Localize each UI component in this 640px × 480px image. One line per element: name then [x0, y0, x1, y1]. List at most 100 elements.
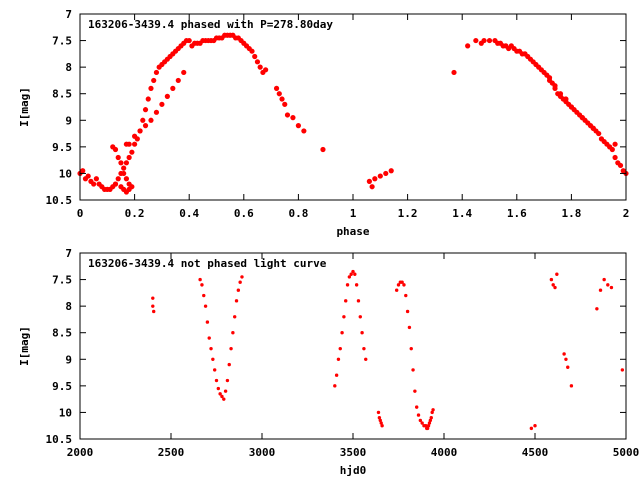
raw-data-point [429, 416, 433, 420]
raw-y-tick-label: 10.5 [46, 433, 73, 446]
raw-x-tick-label: 5000 [613, 446, 640, 459]
phased-data-point [151, 77, 157, 84]
raw-y-tick-label: 9.5 [52, 380, 72, 393]
raw-data-point [212, 368, 217, 372]
phased-x-tick-label: 0.6 [234, 207, 254, 220]
phased-data-point [153, 69, 160, 76]
phased-data-point [284, 112, 291, 118]
phased-data-point [112, 181, 119, 187]
raw-data-point [209, 346, 213, 351]
raw-data-point [356, 299, 361, 303]
raw-y-tick-label: 8 [65, 300, 72, 313]
phased-y-tick-label: 8.5 [52, 88, 72, 101]
phased-data-point [170, 85, 176, 91]
phased-y-tick-label: 9.5 [52, 141, 72, 154]
raw-data-point [151, 304, 155, 308]
phased-data-point [123, 160, 130, 166]
raw-data-point [151, 296, 155, 300]
raw-data-point [400, 280, 404, 284]
phased-data-point [126, 154, 132, 161]
raw-data-point [198, 277, 202, 282]
raw-data-point [205, 320, 210, 324]
phased-x-axis: 0 0.2 0.4 0.6 0.8 1 1.2 1.4 1.6 1.8 2 [77, 14, 630, 220]
raw-data-point [231, 331, 235, 335]
phased-data-point [486, 37, 493, 44]
phased-x-tick-label: 1.2 [398, 207, 418, 220]
raw-data-point [566, 365, 570, 369]
phased-data-point [568, 104, 575, 110]
raw-data-point [220, 394, 224, 399]
raw-data-point [223, 389, 228, 393]
raw-data-point [216, 386, 221, 391]
raw-y-tick-label: 7.5 [52, 274, 72, 287]
phased-y-tick-label: 7 [65, 8, 72, 21]
phased-data-point [377, 173, 383, 179]
phased-x-tick-label: 0.4 [179, 207, 199, 220]
raw-y-axis: 7 7.5 8 8.5 9 9.5 10 10.5 [46, 247, 626, 446]
raw-data-point [533, 424, 537, 428]
phased-x-tick-label: 2 [623, 207, 630, 220]
phased-data-point [279, 96, 285, 102]
raw-data-point [347, 275, 352, 279]
raw-data-point [338, 346, 342, 351]
phased-data-point [612, 154, 618, 161]
raw-light-curve-panel: 7 7.5 8 8.5 9 9.5 10 10.5 2000 2500 3000 3500 4000 4… [18, 247, 639, 477]
raw-x-tick-label: 2000 [67, 446, 94, 459]
raw-data-point [430, 410, 434, 415]
phased-data-point [388, 168, 394, 174]
raw-data-point [595, 307, 599, 311]
raw-x-tick-label: 4500 [522, 446, 549, 459]
phased-points [77, 32, 629, 195]
raw-data-point [602, 277, 606, 282]
raw-data-point [227, 362, 231, 367]
phased-data-point [372, 176, 378, 182]
raw-data-point [211, 357, 215, 361]
phased-data-point [579, 115, 585, 121]
raw-data-point [229, 346, 233, 351]
phased-data-point [159, 101, 165, 107]
phased-x-tick-label: 0 [77, 207, 84, 220]
phased-data-point [552, 83, 558, 89]
raw-data-point [427, 421, 432, 425]
phased-data-point [254, 59, 261, 65]
raw-x-tick-label: 3000 [249, 446, 276, 459]
raw-data-point [420, 421, 424, 425]
phased-data-point [369, 184, 375, 190]
raw-data-point [345, 283, 350, 287]
phased-data-point [175, 77, 181, 84]
phased-data-point [148, 85, 154, 91]
raw-data-point [598, 288, 603, 292]
phased-data-point [126, 141, 132, 147]
phased-data-point [320, 146, 326, 153]
raw-data-point [233, 315, 237, 319]
raw-data-point [609, 285, 614, 290]
raw-data-point [409, 346, 413, 351]
phased-data-point [276, 91, 282, 97]
raw-data-point [364, 357, 368, 361]
raw-data-point [379, 421, 383, 425]
phased-data-point [181, 69, 187, 76]
raw-data-point [354, 283, 359, 287]
phased-y-tick-label: 7.5 [52, 35, 72, 48]
raw-data-point [529, 426, 534, 431]
raw-data-point [553, 285, 557, 290]
phased-data-point [137, 128, 143, 134]
raw-plot-frame [79, 252, 627, 440]
phased-data-point [142, 123, 149, 129]
phased-x-tick-label: 1 [350, 207, 357, 220]
phased-x-axis-label: phase [336, 225, 369, 238]
phased-y-axis: 7 7.5 8 8.5 9 9.5 10 10.5 [46, 8, 626, 207]
phased-data-point [563, 96, 569, 102]
phased-y-tick-label: 10.5 [46, 194, 73, 207]
phased-data-point [112, 146, 119, 153]
raw-x-axis-label: hjd0 [340, 464, 367, 477]
raw-data-point [234, 299, 239, 303]
phased-data-point [153, 109, 160, 115]
phased-data-point [282, 101, 288, 107]
phased-data-point [115, 154, 121, 161]
raw-data-point [207, 336, 211, 340]
raw-data-point [425, 426, 430, 431]
phased-data-point [617, 162, 624, 169]
phased-data-point [295, 123, 301, 129]
